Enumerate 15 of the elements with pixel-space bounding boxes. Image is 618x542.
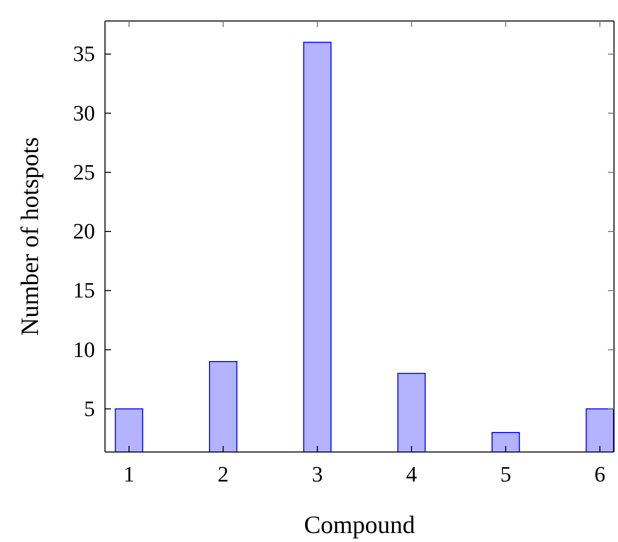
y-tick-label: 35 <box>73 41 95 66</box>
y-tick-label: 10 <box>73 336 95 362</box>
y-tick-label: 30 <box>73 100 95 126</box>
x-tick-label: 3 <box>312 462 323 487</box>
y-axis-title: Number of hotspots <box>17 137 44 336</box>
x-tick-label: 1 <box>124 462 135 487</box>
x-tick-label: 6 <box>594 462 606 487</box>
y-tick-label: 20 <box>73 218 95 244</box>
x-tick-label: 5 <box>500 462 512 487</box>
x-tick-label: 4 <box>406 462 418 487</box>
x-axis-title: Compound <box>304 512 416 539</box>
y-tick-label: 25 <box>73 159 95 184</box>
y-tick-label: 15 <box>73 278 95 303</box>
y-tick-label: 5 <box>84 396 95 421</box>
x-tick-label: 2 <box>218 462 229 487</box>
